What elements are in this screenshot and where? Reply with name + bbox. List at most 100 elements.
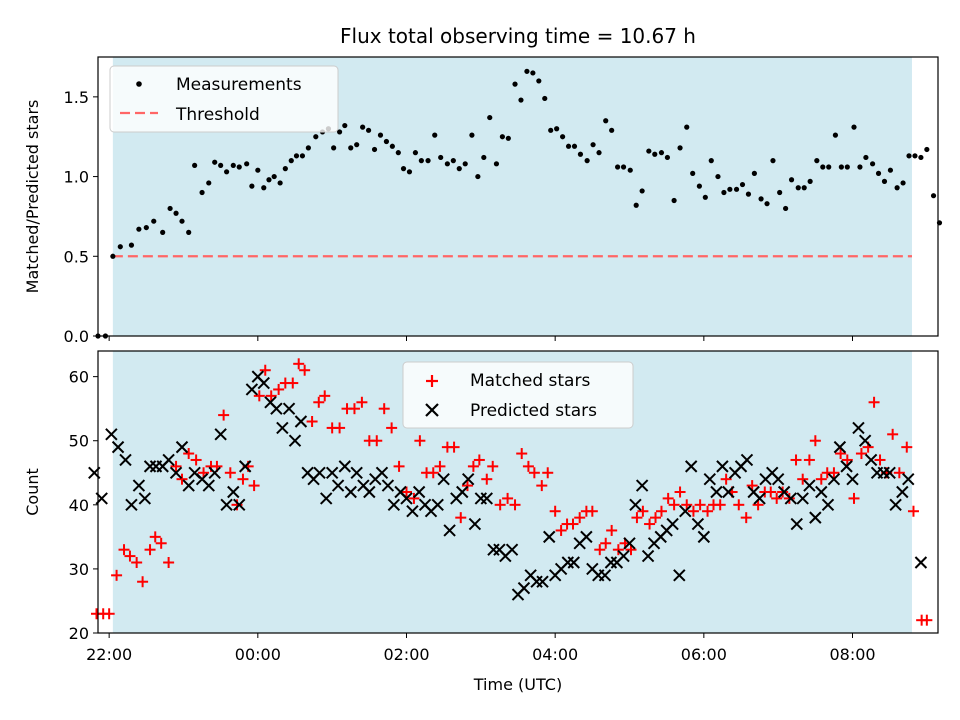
predicted-star-point: [771, 472, 785, 486]
measurement-point: [179, 218, 185, 224]
matched-star-point: [528, 467, 540, 479]
measurement-point: [764, 201, 770, 207]
measurement-point: [702, 194, 708, 200]
predicted-star-point: [580, 530, 593, 544]
predicted-star-point: [125, 498, 138, 512]
measurement-point: [199, 189, 205, 196]
matched-star-point: [522, 460, 534, 472]
matched-star-point: [273, 383, 285, 395]
matched-star-point: [224, 467, 236, 479]
measurement-point: [530, 70, 536, 76]
predicted-star-point: [344, 485, 357, 499]
measurement-point: [930, 193, 937, 199]
matched-star-point: [574, 512, 586, 524]
predicted-star-point: [803, 479, 816, 492]
bot-ytick-label: 40: [69, 496, 89, 515]
predicted-star-point: [162, 453, 175, 467]
matched-star-point: [828, 467, 840, 479]
ratio-panel: 0.0 0.5 1.0 1.5 Matched/Predicted stars Mea…: [23, 56, 943, 346]
predicted-star-point: [227, 485, 240, 499]
measurement-point: [277, 180, 283, 186]
measurement-point: [652, 151, 658, 157]
matched-star-point: [740, 512, 752, 524]
matched-star-point: [694, 499, 706, 511]
measurement-point: [377, 132, 384, 138]
measurement-point: [331, 145, 337, 151]
predicted-star-point: [697, 530, 711, 544]
measurement-point: [894, 185, 900, 191]
matched-star-point: [313, 396, 325, 408]
predicted-star-point: [208, 466, 221, 479]
measurement-point: [469, 132, 475, 138]
xtick-label: 04:00: [532, 645, 578, 664]
top-ytick-label: 1.0: [64, 168, 89, 187]
measurement-point: [412, 150, 419, 156]
measurement-point: [143, 224, 149, 231]
chart-title: Flux total observing time = 10.67 h: [340, 24, 696, 48]
measurement-point: [801, 185, 807, 191]
matched-star-point: [287, 377, 299, 389]
matched-star-point: [400, 486, 412, 498]
measurement-point: [244, 161, 250, 167]
predicted-star-point: [331, 479, 345, 492]
measurement-point: [609, 127, 615, 133]
matched-star-point: [118, 544, 130, 556]
matched-star-point: [149, 531, 161, 543]
predicted-star-point: [119, 453, 132, 467]
matched-star-point: [549, 505, 561, 517]
predicted-star-point: [214, 428, 227, 441]
measurement-point: [354, 142, 360, 148]
measurement-point: [869, 161, 876, 167]
matched-star-point: [668, 499, 680, 511]
measurement-point: [560, 134, 566, 140]
measurement-point: [505, 135, 511, 141]
measurement-point: [906, 153, 912, 159]
predicted-star-point: [233, 498, 246, 512]
measurement-point: [708, 158, 714, 164]
matched-star-point: [319, 390, 331, 402]
ratio-y-axis-label: Matched/Predicted stars: [23, 100, 42, 294]
predicted-star-point: [220, 498, 233, 512]
measurement-point: [117, 244, 123, 250]
matched-star-point: [771, 492, 783, 504]
matched-star-point: [868, 396, 880, 408]
predicted-star-point: [313, 466, 326, 479]
matched-star-point: [848, 492, 860, 504]
predicted-star-point: [543, 530, 556, 544]
measurement-point: [912, 153, 918, 159]
predicted-star-point: [387, 498, 401, 512]
ratio-axes-frame: [97, 56, 939, 337]
measurement-point: [751, 170, 757, 176]
matched-star-point: [815, 473, 827, 485]
measurement-point: [788, 177, 795, 183]
predicted-star-point: [138, 492, 152, 505]
bot-ytick-label: 30: [69, 560, 89, 579]
measurement-point: [418, 158, 424, 164]
predicted-star-point: [461, 472, 475, 486]
measurement-point: [524, 68, 530, 74]
matched-star-point: [714, 499, 726, 511]
matched-star-point: [467, 460, 479, 472]
measurement-point: [838, 164, 844, 170]
matched-star-point: [248, 480, 260, 492]
matched-star-point: [356, 396, 368, 408]
counts-legend-box: [402, 361, 634, 429]
measurement-point: [548, 127, 554, 133]
xtick-label: 00:00: [235, 645, 281, 664]
matched-star-point: [907, 505, 919, 517]
predicted-star-point: [617, 549, 630, 563]
predicted-star-point: [784, 492, 798, 505]
matched-star-point: [371, 435, 383, 447]
measurement-point: [590, 142, 596, 148]
legend-marker-measurements: [136, 81, 142, 87]
matched-star-point: [183, 448, 195, 460]
predicted-star-point: [505, 543, 519, 556]
measurement-point: [336, 129, 343, 135]
measurement-point: [313, 134, 319, 140]
measurement-point: [745, 191, 752, 197]
matched-star-point: [631, 512, 643, 524]
measurement-point: [400, 166, 407, 172]
matched-star-point: [921, 614, 933, 626]
matched-star-point: [783, 492, 795, 504]
measurement-point: [727, 186, 733, 192]
